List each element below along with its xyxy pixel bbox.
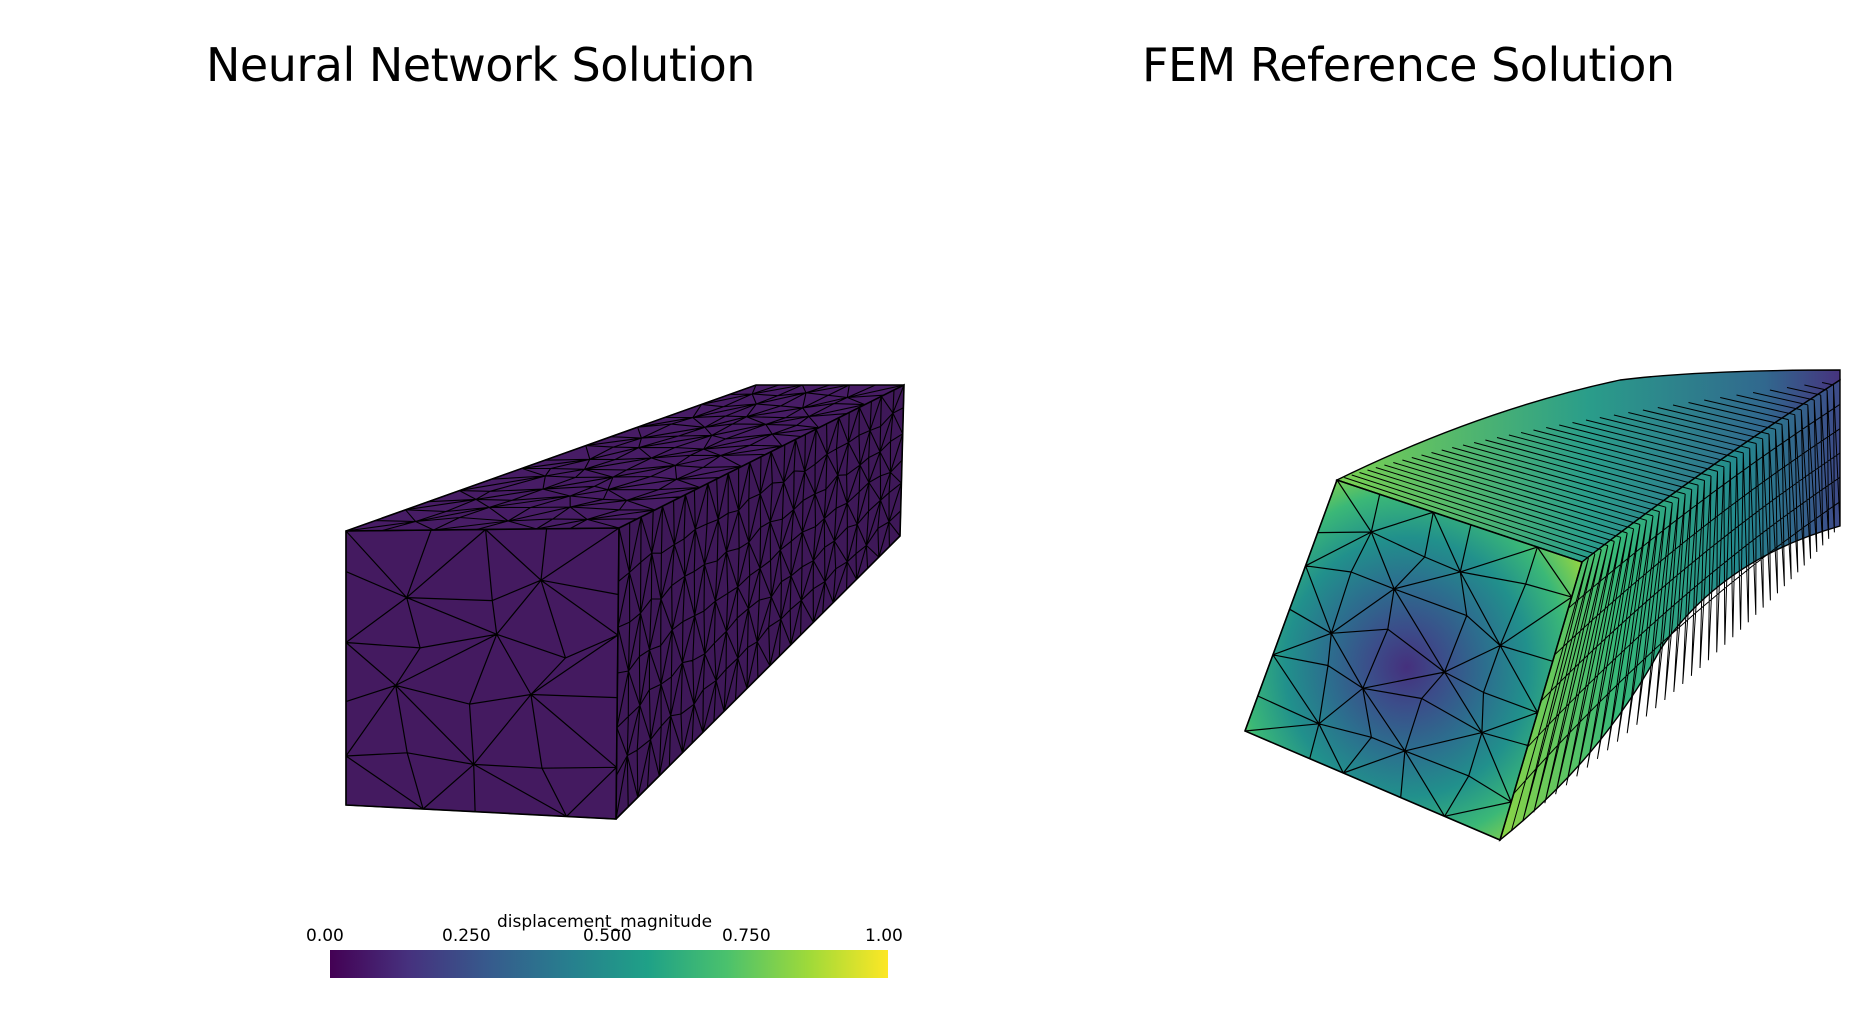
nn-front-face-fill: [346, 528, 619, 819]
colorbar-tick-0: 0.00: [306, 926, 344, 946]
fem-front-face-fill: [1245, 480, 1582, 840]
fem-front-outline: [1243, 478, 1583, 842]
right-panel-title: FEM Reference Solution: [1142, 38, 1675, 92]
nn-top-face-mesh: [345, 384, 905, 532]
nn-side-outline: [615, 383, 905, 820]
colorbar: [330, 950, 888, 978]
colorbar-tick-1: 0.250: [442, 926, 491, 946]
colorbar-tick-3: 0.750: [722, 926, 771, 946]
colorbar-title: displacement_magnitude: [497, 912, 713, 932]
colorbar-tick-4: 1.00: [865, 926, 903, 946]
colorbar-tick-2: 0.500: [583, 926, 632, 946]
fem-beam-mesh: [1243, 369, 1841, 842]
left-panel-title: Neural Network Solution: [206, 38, 755, 92]
fem-side-mesh: [1344, 382, 1841, 831]
colorbar-gradient: [330, 950, 888, 978]
nn-top-outline: [345, 384, 904, 532]
nn-beam-mesh: [345, 383, 905, 820]
